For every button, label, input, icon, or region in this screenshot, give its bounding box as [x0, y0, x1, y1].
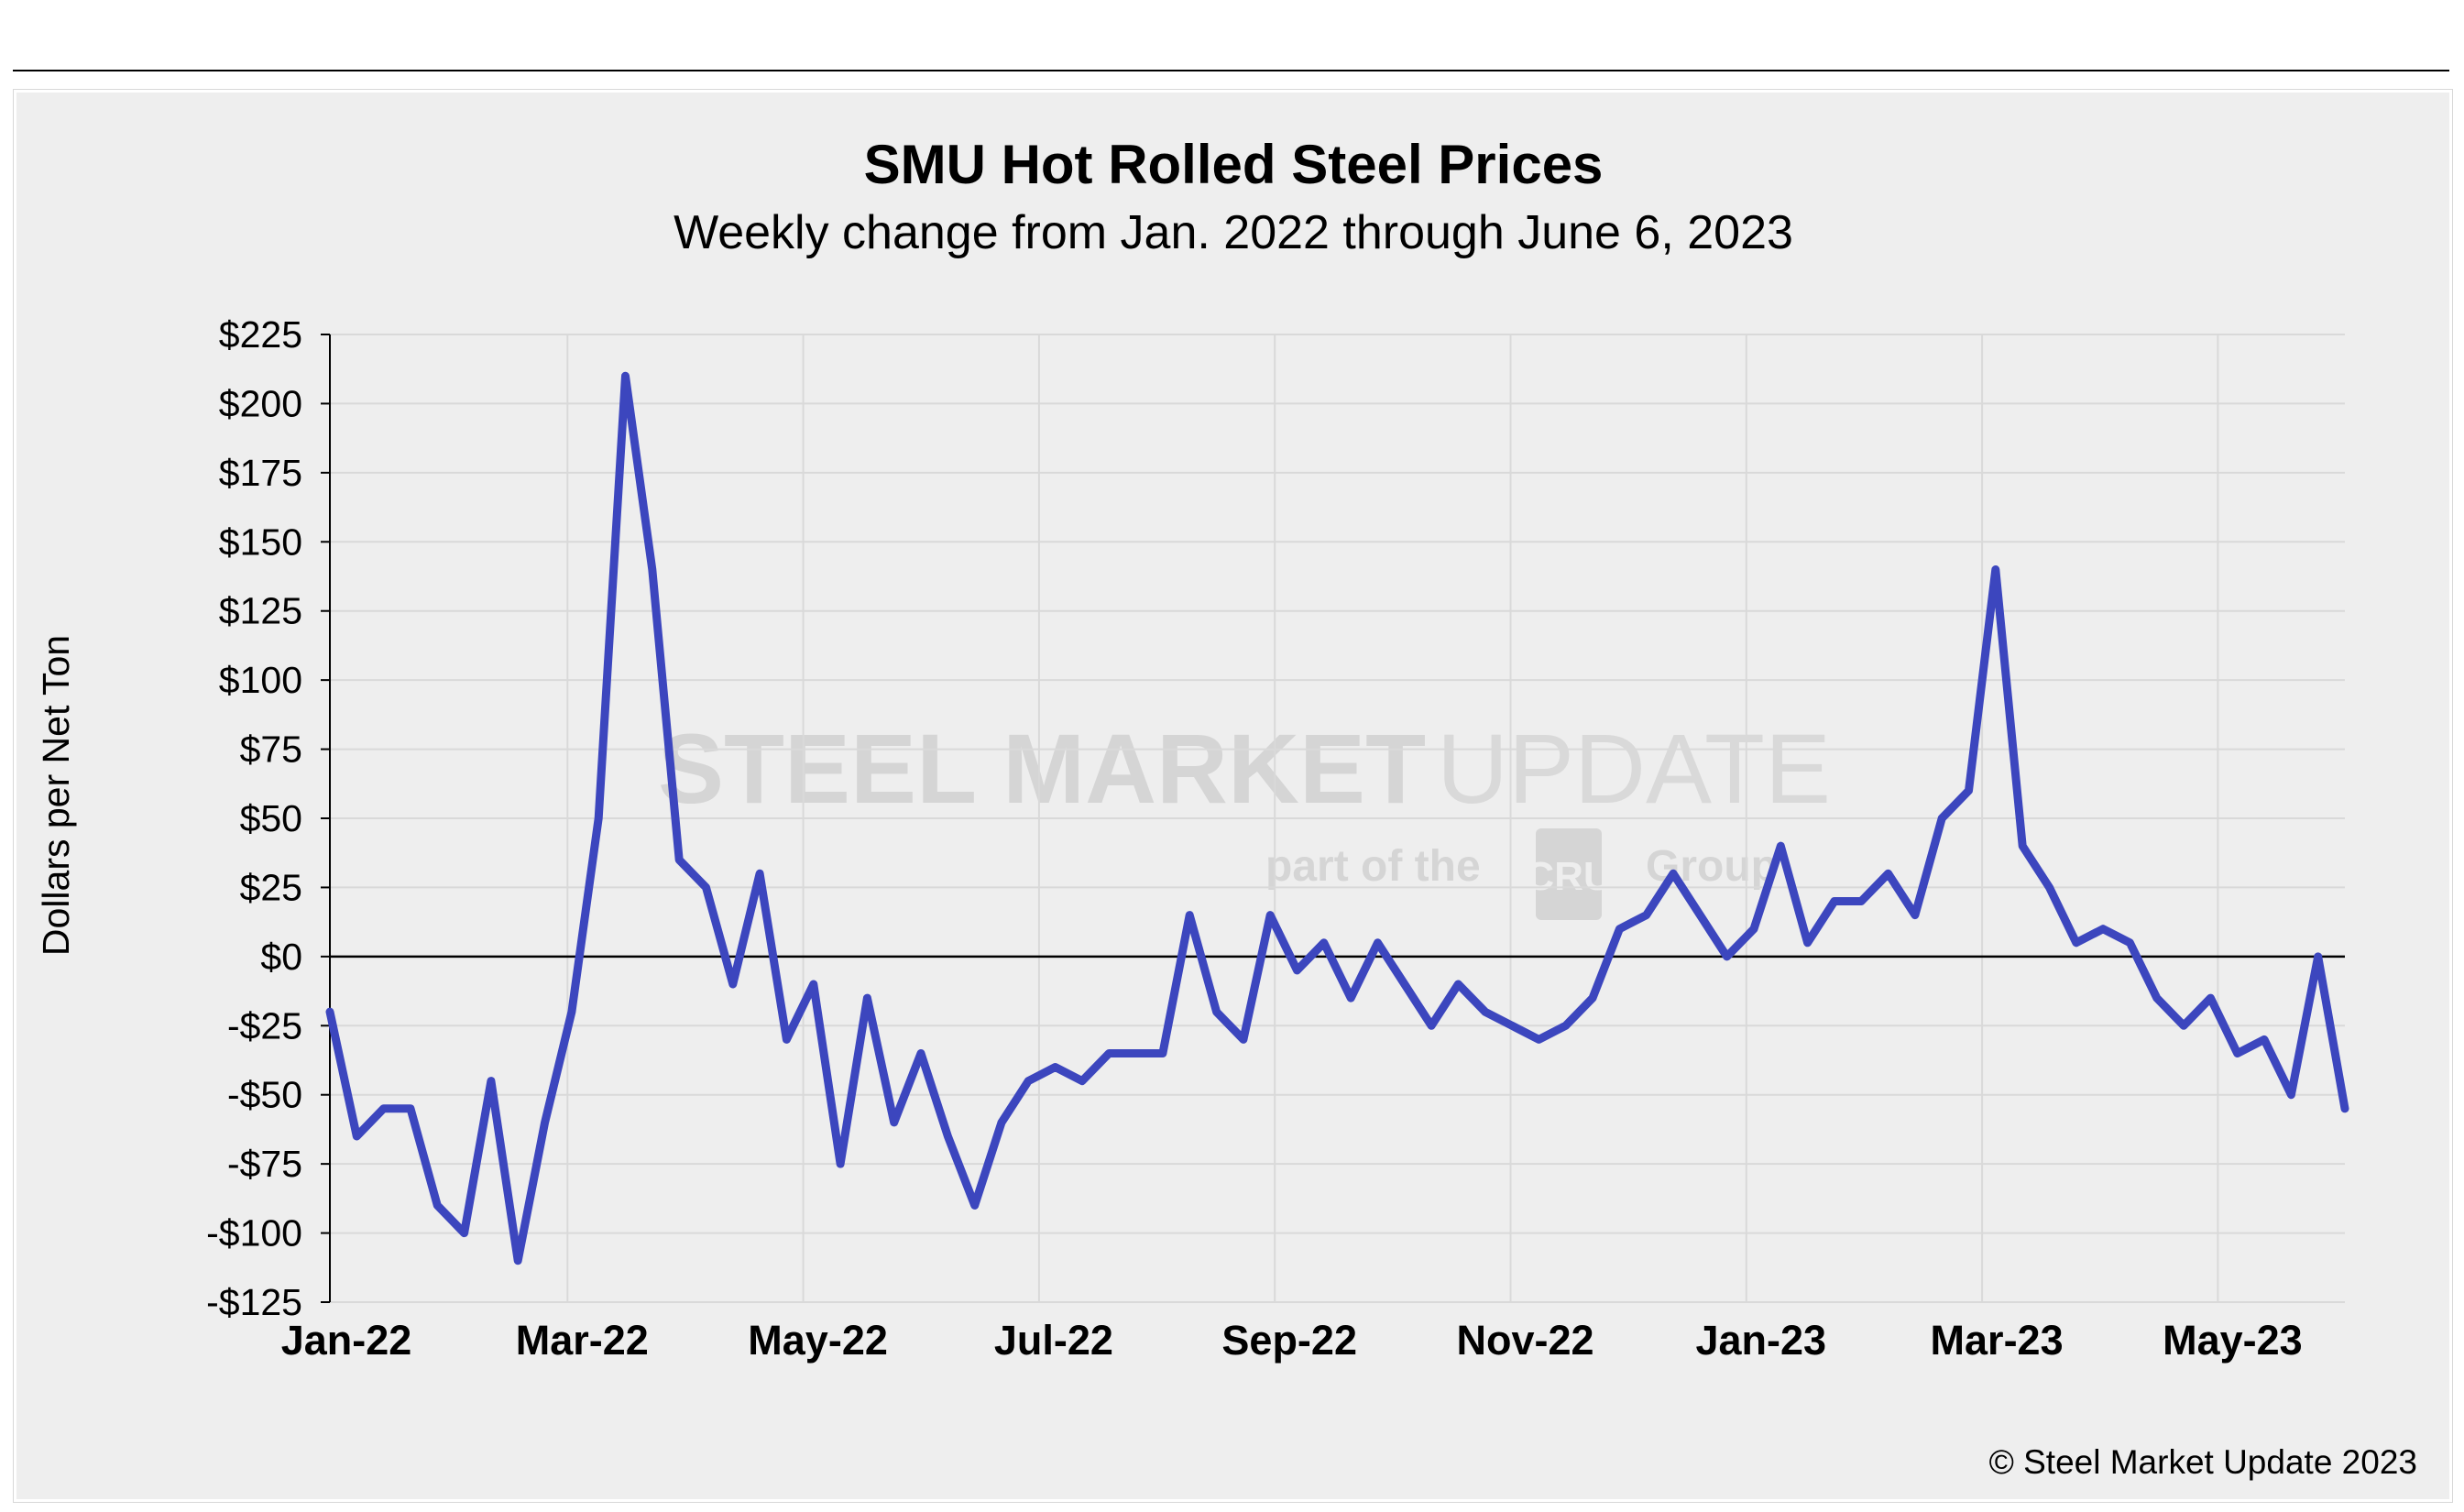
- y-axis-label: Dollars per Net Ton: [35, 635, 77, 956]
- chart-title: SMU Hot Rolled Steel Prices: [864, 134, 1604, 195]
- x-tick-label: Jul-22: [994, 1317, 1113, 1364]
- watermark-brand-bold: STEEL MARKET: [658, 713, 1426, 824]
- y-tick-label: $175: [219, 452, 302, 494]
- y-tick-label: $75: [240, 729, 302, 771]
- y-tick-label: $225: [219, 313, 302, 356]
- x-tick-label: Mar-23: [1931, 1317, 2064, 1364]
- chart-panel: STEEL MARKET UPDATE part of the CRU Grou…: [14, 90, 2452, 1502]
- watermark-logo-box: [1536, 828, 1602, 920]
- series: [325, 371, 2349, 1265]
- y-tick-label: -$100: [206, 1212, 302, 1255]
- y-tick-label: -$75: [227, 1143, 302, 1185]
- axes: [321, 334, 2345, 1303]
- y-tick-label: $150: [219, 520, 302, 563]
- tick-labels: $225 $200 $175 $150 $125 $100 $75 $50 $25 $0 -$25 -…: [206, 313, 2303, 1364]
- top-divider: [13, 70, 2449, 71]
- y-tick-label: $0: [260, 936, 302, 978]
- chart-subtitle: Weekly change from Jan. 2022 through Jun…: [673, 206, 1793, 259]
- y-tick-label: $25: [240, 866, 302, 908]
- y-tick-label: -$50: [227, 1074, 302, 1116]
- y-tick-label: $125: [219, 590, 302, 632]
- series-line: [325, 371, 2349, 1265]
- y-tick-label: $200: [219, 382, 302, 424]
- x-tick-label: Mar-22: [516, 1317, 649, 1364]
- watermark-logo-text: CRU: [1525, 854, 1612, 899]
- x-tick-label: Jan-22: [281, 1317, 412, 1364]
- y-tick-label: $50: [240, 797, 302, 839]
- watermark: STEEL MARKET UPDATE part of the CRU Grou…: [658, 587, 1831, 920]
- x-tick-label: Jan-23: [1696, 1317, 1827, 1364]
- chart: STEEL MARKET UPDATE part of the CRU Grou…: [35, 134, 2417, 1481]
- grid: [330, 334, 2345, 1303]
- y-tick-label: $100: [219, 659, 302, 701]
- x-tick-label: May-23: [2163, 1317, 2303, 1364]
- watermark-brand-light: UPDATE: [1437, 713, 1831, 824]
- x-tick-label: Nov-22: [1456, 1317, 1593, 1364]
- y-tick-label: -$125: [206, 1281, 302, 1323]
- x-tick-label: Sep-22: [1221, 1317, 1357, 1364]
- watermark-tagline-pre: part of the: [1265, 842, 1481, 891]
- y-tick-label: -$25: [227, 1004, 302, 1046]
- copyright-text: © Steel Market Update 2023: [1989, 1443, 2417, 1481]
- x-tick-label: May-22: [748, 1317, 888, 1364]
